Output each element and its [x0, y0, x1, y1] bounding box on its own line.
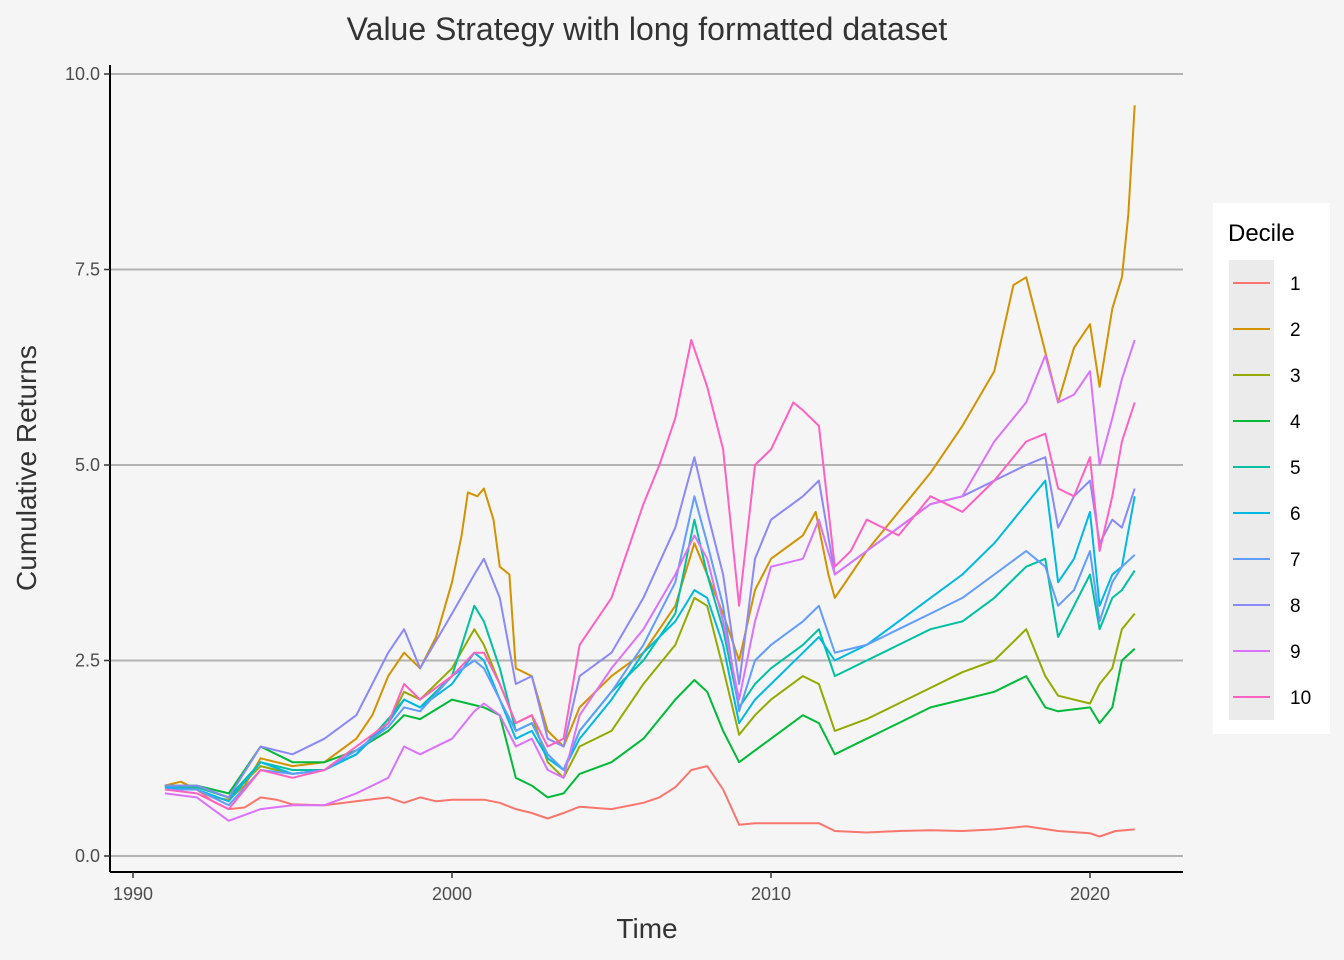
legend-label-8: 8: [1290, 596, 1301, 617]
series-line-decile-10: [164, 338, 1136, 811]
y-tick-label-1: 2.5: [75, 651, 100, 671]
legend-label-6: 6: [1290, 504, 1301, 525]
x-tick-label-2: 2010: [751, 884, 791, 904]
y-tick-label-4: 10.0: [65, 64, 100, 84]
legend-label-4: 4: [1290, 412, 1301, 433]
x-tick-label-1: 2000: [432, 884, 472, 904]
legend-label-7: 7: [1290, 550, 1301, 571]
y-tick-label-3: 7.5: [75, 260, 100, 280]
legend: Decile 1 2 3 4 5 6 7 8 9 10: [1213, 203, 1330, 734]
legend-label-3: 3: [1290, 366, 1301, 387]
chart-title: Value Strategy with long formatted datas…: [347, 11, 948, 47]
series-line-decile-4: [164, 648, 1136, 799]
legend-label-1: 1: [1290, 274, 1301, 295]
legend-label-10: 10: [1290, 688, 1311, 709]
legend-title: Decile: [1228, 220, 1295, 247]
x-axis-title: Time: [616, 913, 677, 944]
series-line-decile-6: [164, 479, 1136, 803]
series-line-decile-7: [164, 495, 1136, 807]
legend-label-5: 5: [1290, 458, 1301, 479]
ticks: 0.0 2.5 5.0 7.5 10.0 1990 2000 2010 2020: [65, 64, 1110, 904]
y-tick-label-2: 5.0: [75, 455, 100, 475]
legend-label-9: 9: [1290, 642, 1301, 663]
x-tick-label-3: 2020: [1070, 884, 1110, 904]
series-line-decile-2: [164, 105, 1136, 801]
series-line-decile-8: [164, 456, 1136, 799]
gridlines: [110, 73, 1183, 857]
y-axis-title: Cumulative Returns: [11, 345, 42, 591]
y-tick-label-0: 0.0: [75, 846, 100, 866]
axes: [109, 65, 1183, 873]
series-lines: [164, 105, 1136, 838]
legend-label-2: 2: [1290, 320, 1301, 341]
x-tick-label-0: 1990: [113, 884, 153, 904]
series-line-decile-9: [164, 339, 1136, 822]
series-line-decile-1: [164, 765, 1135, 838]
legend-items: 1 2 3 4 5 6 7 8 9 10: [1229, 260, 1311, 720]
